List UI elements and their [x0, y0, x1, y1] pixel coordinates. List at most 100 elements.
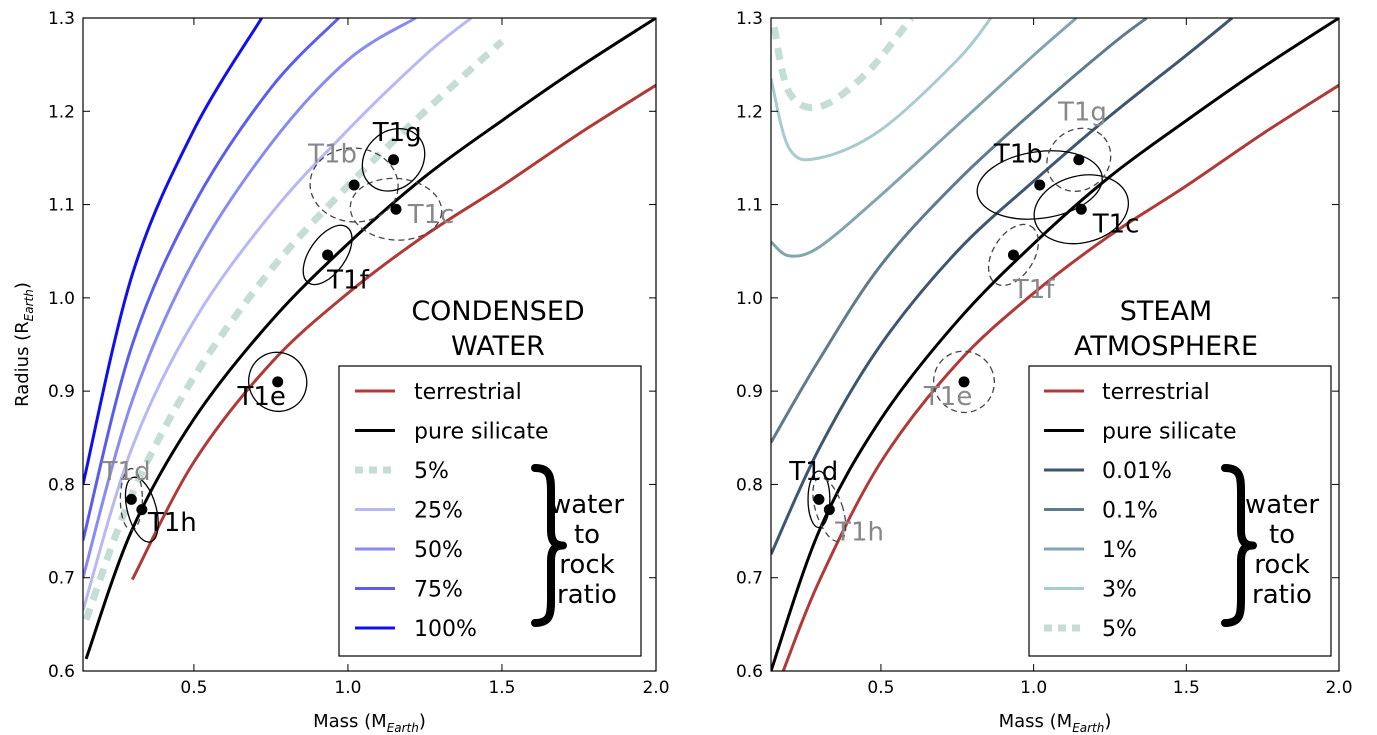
- label-t1d: T1d: [101, 457, 151, 487]
- legend-label: 75%: [414, 578, 463, 603]
- legend-label: pure silicate: [414, 420, 549, 445]
- label-t1h: T1h: [834, 517, 884, 547]
- x-axis-label-main: Mass (M: [313, 711, 387, 732]
- uncertainty-ellipses: [807, 127, 1130, 543]
- x-axis-label-close: ): [419, 711, 426, 732]
- x-tick-label: 1.0: [334, 678, 361, 698]
- ellipse-t1h: [812, 476, 847, 543]
- legend-label: 0.01%: [1102, 459, 1172, 484]
- series-25-: [83, 18, 473, 611]
- legend-label: 50%: [414, 538, 463, 563]
- panel-title-line: CONDENSED: [411, 296, 584, 327]
- y-tick-label: 0.9: [48, 382, 75, 402]
- label-t1e: T1e: [923, 382, 972, 412]
- label-t1b: T1b: [307, 140, 357, 170]
- ellipse-t1e: [932, 350, 996, 414]
- point-t1g: [388, 154, 400, 166]
- legend-label: terrestrial: [414, 380, 522, 405]
- y-tick-label: 1.3: [48, 9, 75, 29]
- y-tick-label: 1.3: [736, 9, 763, 29]
- panel-title-line: WATER: [451, 331, 545, 362]
- ellipse-t1g: [1046, 127, 1112, 192]
- y-tick-label: 0.6: [736, 662, 763, 682]
- label-t1d: T1d: [788, 457, 838, 487]
- uncertainty-ellipses: [119, 127, 443, 543]
- point-t1h: [823, 504, 835, 516]
- axes-frame: [770, 17, 1340, 672]
- point-t1b: [1034, 179, 1046, 191]
- ellipse-t1b: [309, 147, 399, 223]
- label-t1c: T1c: [407, 200, 455, 230]
- legend-label: 0.1%: [1102, 499, 1158, 524]
- condensed-water-panel: T1b T1c T1d T1e T1f T1g T1h 0.5 1.0 1.5 2.0 0.6 0.7 0…: [12, 9, 670, 735]
- series-5-: [771, 18, 915, 112]
- y-tick-label: 0.7: [736, 569, 763, 589]
- x-axis-label-sub: Earth: [1072, 721, 1104, 735]
- y-tick-label: 1.1: [48, 196, 75, 216]
- ellipse-t1c: [1033, 174, 1130, 245]
- series-5-: [83, 38, 505, 621]
- y-axis-label: Radius (REarth): [12, 282, 36, 407]
- y-axis-label-main: Radius (R: [12, 321, 33, 407]
- point-t1c: [1075, 203, 1087, 215]
- series-50-: [83, 18, 417, 579]
- label-t1c: T1c: [1092, 210, 1140, 240]
- y-tick-label: 1.2: [736, 102, 763, 122]
- point-t1d: [125, 493, 137, 505]
- legend-label: 5%: [414, 459, 449, 484]
- y-tick-label: 1.2: [48, 102, 75, 122]
- x-tick-label: 2.0: [642, 678, 669, 698]
- series-0-01-: [771, 18, 1234, 556]
- ellipse-t1h: [124, 476, 159, 543]
- legend-label: terrestrial: [1102, 380, 1210, 405]
- point-t1h: [136, 504, 148, 516]
- brace-label-line: ratio: [1252, 580, 1312, 610]
- series-100-: [83, 18, 263, 485]
- brace-label-line: to: [1269, 520, 1295, 550]
- y-tick-label: 1.0: [48, 289, 75, 309]
- label-t1b: T1b: [993, 140, 1043, 170]
- legend: terrestrial pure silicate 0.01% 0.1% 1% 3% 5% w…: [1028, 365, 1332, 657]
- brace-label-line: rock: [559, 550, 614, 580]
- x-tick-label: 1.5: [488, 678, 515, 698]
- brace-label-line: water: [550, 490, 624, 520]
- series-1-: [771, 18, 1078, 258]
- label-t1f: T1f: [1012, 275, 1055, 305]
- series-75-: [83, 18, 340, 541]
- curves: [83, 18, 656, 660]
- point-t1e: [272, 376, 284, 388]
- ellipse-t1d: [807, 470, 831, 529]
- legend-label: pure silicate: [1102, 420, 1237, 445]
- brace-label-line: rock: [1254, 550, 1309, 580]
- brace-label-line: ratio: [557, 580, 617, 610]
- y-tick-label: 0.8: [48, 475, 75, 495]
- ellipse-t1e: [248, 351, 308, 412]
- point-t1c: [390, 203, 402, 215]
- brace-label-line: to: [574, 520, 600, 550]
- x-axis-label-sub: Earth: [387, 721, 419, 735]
- legend: terrestrial pure silicate 5% 25% 50% 75% 100% w…: [338, 365, 642, 657]
- y-tick-label: 0.8: [736, 475, 763, 495]
- legend-label: 5%: [1102, 617, 1137, 642]
- y-tick-label: 0.6: [48, 662, 75, 682]
- brace-label-line: water: [1245, 490, 1319, 520]
- x-tick-label: 1.0: [1020, 678, 1047, 698]
- label-t1g: T1g: [372, 118, 422, 148]
- axes-frame: [82, 17, 657, 672]
- point-t1f: [1007, 249, 1019, 261]
- label-t1f: T1f: [326, 266, 369, 296]
- ellipse-t1d: [119, 467, 144, 531]
- x-axis-label-main: Mass (M: [999, 711, 1073, 732]
- y-tick-label: 1.0: [736, 289, 763, 309]
- x-axis-label-close: ): [1104, 711, 1111, 732]
- x-tick-label: 1.5: [1173, 678, 1200, 698]
- steam-atmosphere-panel: T1b T1c T1d T1e T1f T1g T1h 0.5 1.0 1.5 2.0 0.6 0.7 0…: [736, 9, 1353, 735]
- y-tick-label: 0.9: [736, 382, 763, 402]
- point-t1g: [1073, 154, 1085, 166]
- legend-label: 3%: [1102, 578, 1137, 603]
- panel-title-line: STEAM: [1120, 296, 1212, 327]
- x-tick-label: 0.5: [180, 678, 207, 698]
- x-axis-label: Mass (MEarth): [313, 711, 426, 735]
- brace: [531, 464, 567, 627]
